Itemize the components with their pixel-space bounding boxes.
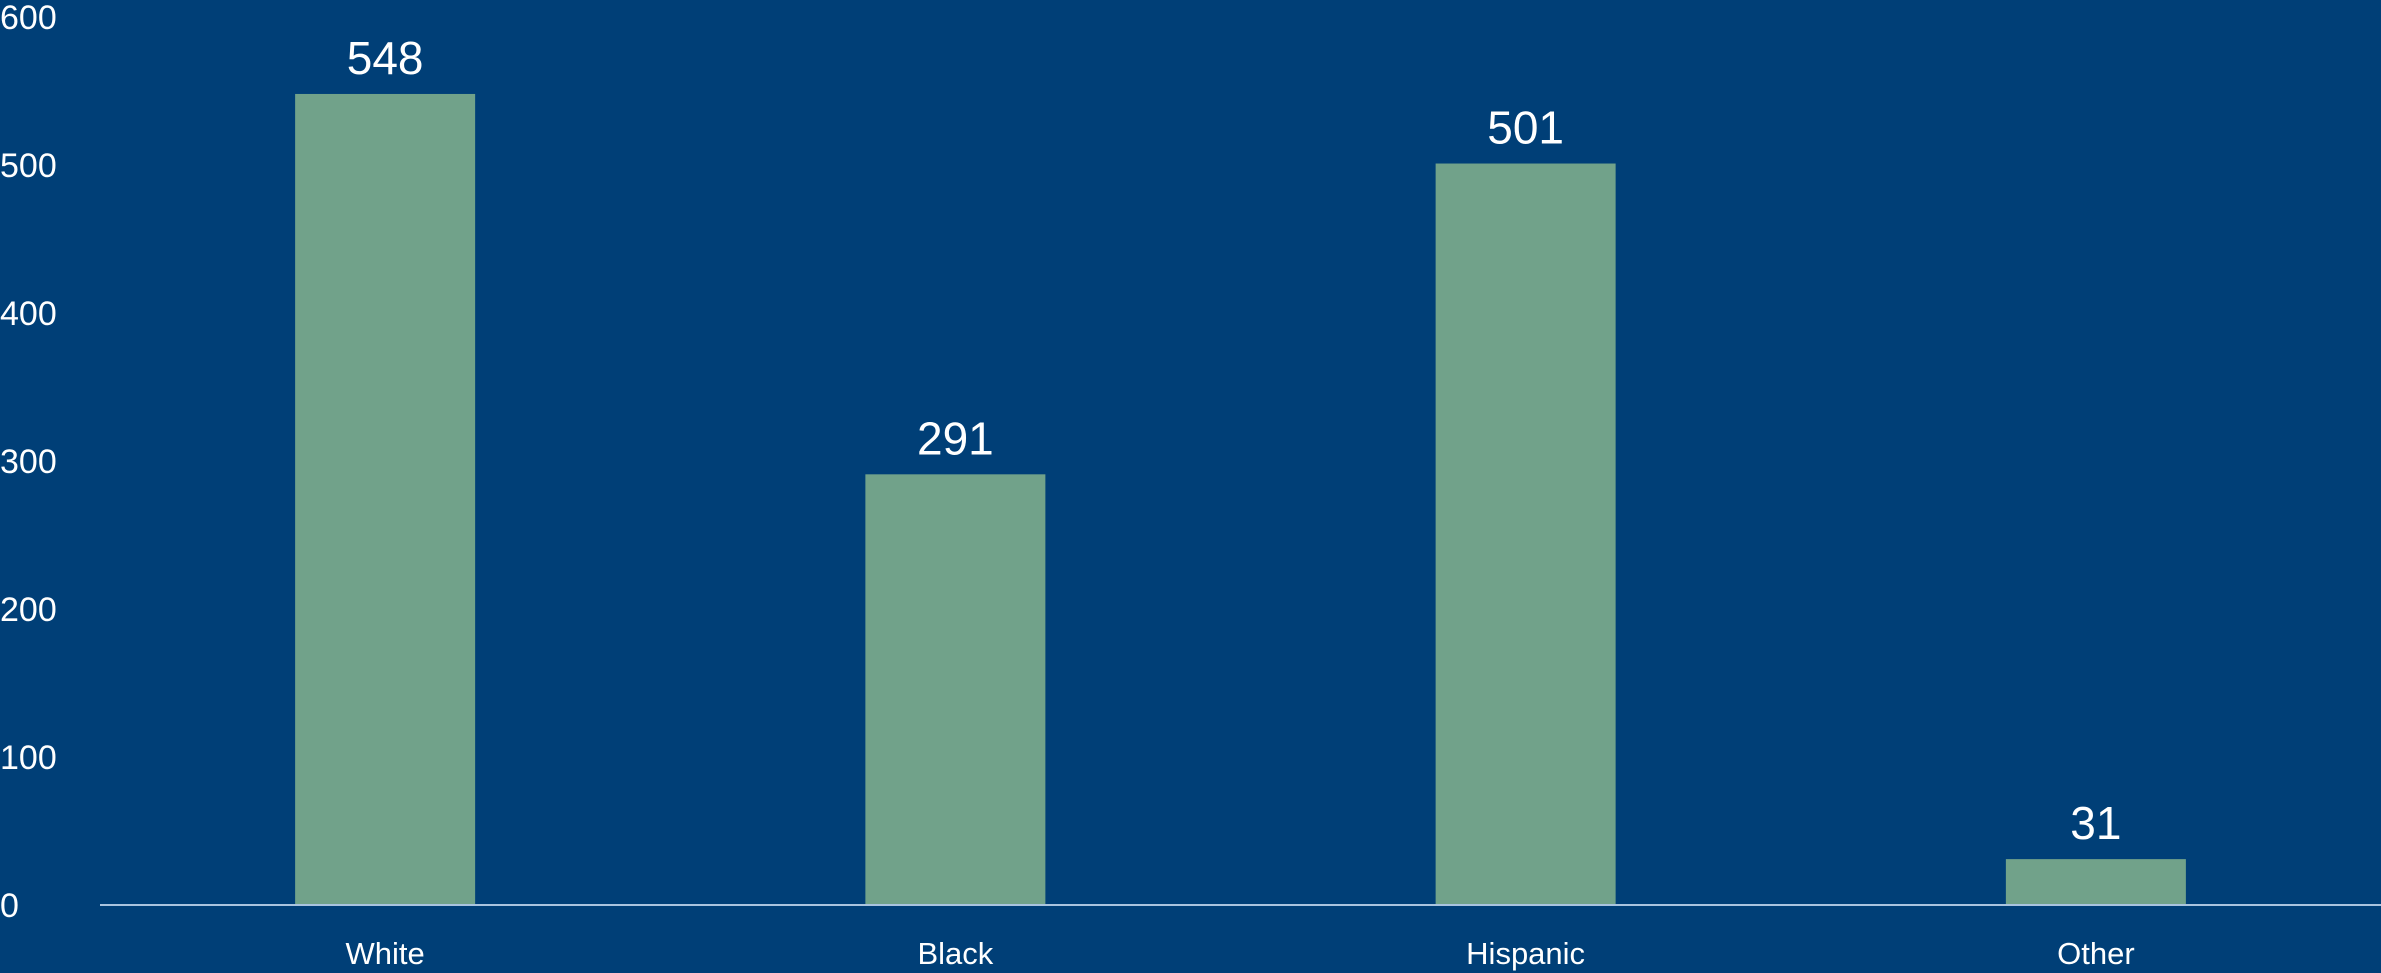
y-axis-ticks: 0 100 200 300 400 500 600 — [0, 0, 57, 925]
category-label: Other — [2057, 936, 2135, 971]
data-label: 31 — [2070, 797, 2121, 849]
bar — [295, 93, 476, 905]
data-label: 291 — [917, 412, 994, 464]
y-tick-label: 0 — [0, 887, 19, 925]
y-tick-label: 600 — [0, 0, 57, 37]
y-tick-label: 400 — [0, 295, 57, 333]
y-tick-label: 500 — [0, 147, 57, 185]
category-label: White — [346, 936, 425, 971]
bar — [1435, 163, 1616, 905]
y-tick-label: 200 — [0, 591, 57, 629]
data-label: 548 — [347, 32, 424, 84]
bar — [2005, 859, 2186, 905]
bar — [865, 474, 1046, 905]
category-labels: White Black Hispanic Other — [346, 936, 2135, 971]
category-label: Black — [917, 936, 993, 971]
y-tick-label: 300 — [0, 443, 57, 481]
data-labels: 548 291 501 31 — [347, 32, 2122, 849]
y-tick-label: 100 — [0, 739, 57, 777]
data-label: 501 — [1487, 102, 1564, 154]
category-label: Hispanic — [1466, 936, 1585, 971]
bars — [295, 93, 2186, 905]
